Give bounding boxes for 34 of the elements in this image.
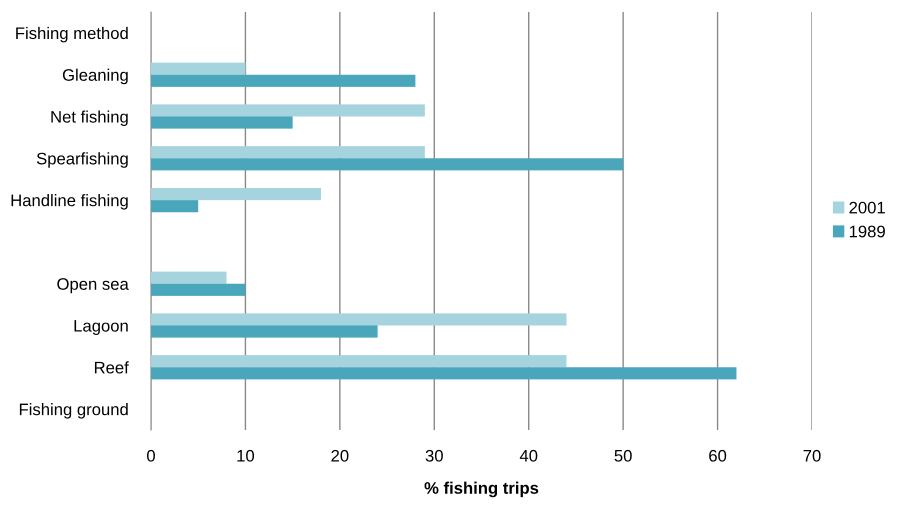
x-axis-title: % fishing trips [424,482,538,498]
legend-label: 1989 [850,226,885,238]
bar [151,326,378,338]
bar [151,74,416,87]
y-tick-label: Fishing method [16,26,128,42]
legend-label: 2001 [849,202,885,214]
x-tick-label: 0 [147,450,155,462]
bar [151,284,246,296]
y-tick-label: Net fishing [51,110,128,126]
x-tick-label: 30 [426,450,443,462]
x-tick-label: 50 [614,450,632,462]
y-tick-label: Open sea [57,278,129,294]
bar [151,146,425,158]
bar [151,158,624,170]
bar [151,200,198,212]
x-tick-label: 20 [331,450,348,462]
bar [151,104,425,116]
y-tick-label: Handline fishing [12,194,128,210]
x-tick-label: 10 [237,450,254,462]
bar [151,116,293,129]
x-tick-label: 60 [709,450,726,462]
bar [151,313,566,326]
y-tick-label: Spearfishing [36,152,128,168]
y-tick-label: Fishing ground [20,403,128,419]
y-tick-label: Reef [94,361,129,374]
bar [151,188,321,200]
bar [151,62,246,75]
bar [151,367,736,380]
x-tick-label: 70 [804,450,821,462]
y-tick-label: Gleaning [62,68,128,84]
bar [151,272,227,284]
x-tick-label: 40 [520,450,538,462]
y-tick-label: Lagoon [74,320,128,335]
bar [151,355,566,368]
